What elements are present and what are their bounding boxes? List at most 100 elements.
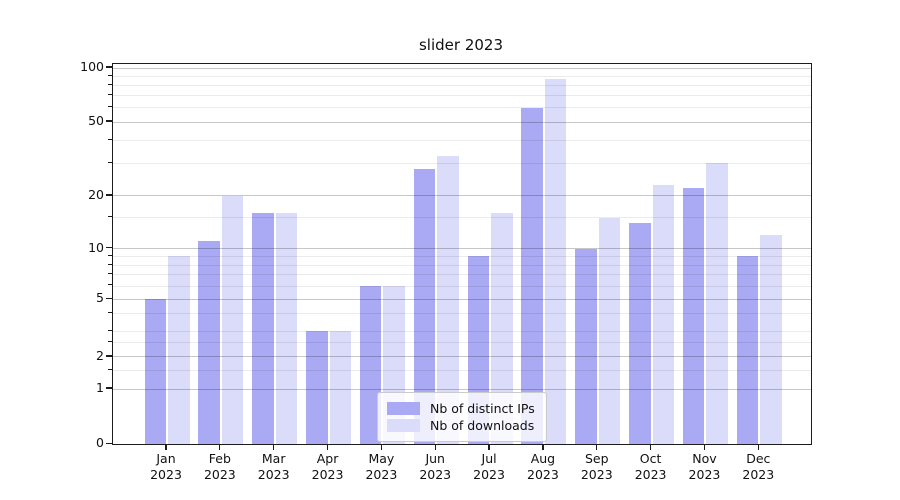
bar-distinct-ips-feb <box>198 241 220 445</box>
x-tick-mark <box>165 444 167 450</box>
x-tick-year: 2023 <box>365 467 398 482</box>
x-tick-label: Jun 2023 <box>405 451 465 483</box>
bar-distinct-ips-sep <box>575 248 597 445</box>
y-tick-mark <box>105 387 112 389</box>
legend-entry-distinct-ips: Nb of distinct IPs <box>387 401 538 416</box>
y-minor-tick-mark <box>108 341 112 343</box>
x-tick-label: Jul 2023 <box>459 451 519 483</box>
x-tick-year: 2023 <box>527 467 559 482</box>
bar-downloads-sep <box>598 217 621 445</box>
chart-title: slider 2023 <box>418 36 503 54</box>
gridline-minor <box>113 95 811 97</box>
x-tick-month: Feb <box>208 451 231 466</box>
bar-downloads-aug <box>544 78 567 445</box>
bar-downloads-dec <box>760 234 782 445</box>
x-tick-mark <box>542 444 544 450</box>
bar-distinct-ips-jun <box>413 168 436 445</box>
gridline-major <box>113 388 811 390</box>
gridline-minor <box>113 255 811 257</box>
x-tick-mark <box>488 444 490 450</box>
x-tick-mark <box>703 444 706 450</box>
x-tick-month: Mar <box>261 451 286 466</box>
y-minor-tick-mark <box>108 216 112 218</box>
gridline-major <box>113 195 811 197</box>
x-tick-mark <box>596 444 598 450</box>
bar-distinct-ips-nov <box>682 188 705 445</box>
gridline-major <box>113 298 811 300</box>
plot-area: Nb of distinct IPs Nb of downloads <box>112 62 812 446</box>
x-tick-label: Mar 2023 <box>244 451 304 483</box>
y-tick-mark <box>105 194 112 196</box>
x-tick-year: 2023 <box>688 467 721 482</box>
y-minor-tick-mark <box>108 329 112 331</box>
bar-distinct-ips-mar <box>252 212 274 445</box>
x-tick-mark <box>219 444 221 450</box>
bar-downloads-jun <box>437 155 459 445</box>
gridline-major <box>113 356 811 358</box>
gridline-minor <box>113 264 811 266</box>
x-tick-month: Oct <box>639 451 662 466</box>
y-minor-tick-mark <box>108 106 112 108</box>
bar-downloads-nov <box>706 163 728 445</box>
legend-label-distinct-ips: Nb of distinct IPs <box>430 400 535 416</box>
bar-downloads-feb <box>221 195 244 445</box>
x-tick-month: Apr <box>316 451 339 466</box>
x-tick-label: Dec 2023 <box>728 451 788 483</box>
x-tick-mark <box>273 444 275 450</box>
legend: Nb of distinct IPs Nb of downloads <box>377 391 547 442</box>
bar-distinct-ips-dec <box>736 256 759 445</box>
x-tick-month: Nov <box>692 451 717 466</box>
y-minor-tick-mark <box>108 254 112 256</box>
y-tick-label: 1 <box>96 380 104 395</box>
y-tick-label: 2 <box>96 347 104 363</box>
bar-downloads-jul <box>491 212 513 445</box>
bar-distinct-ips-oct <box>629 223 651 445</box>
grid-layer <box>113 64 811 445</box>
y-minor-tick-mark <box>108 161 112 163</box>
gridline-minor <box>113 107 811 109</box>
y-tick-mark <box>105 247 112 249</box>
y-minor-tick-mark <box>108 368 112 370</box>
y-tick-label: 5 <box>96 290 104 306</box>
gridline-major <box>113 121 811 123</box>
y-tick-label: 100 <box>80 58 104 74</box>
y-tick-mark <box>105 66 112 68</box>
gridline-major <box>113 67 811 69</box>
gridline-major <box>113 248 811 250</box>
x-tick-year: 2023 <box>257 467 290 482</box>
bar-distinct-ips-apr <box>306 331 328 445</box>
x-tick-label: May 2023 <box>351 451 411 483</box>
x-tick-year: 2023 <box>742 467 775 482</box>
x-tick-label: Aug 2023 <box>513 451 573 483</box>
gridline-minor <box>113 312 811 314</box>
y-minor-tick-mark <box>108 263 112 265</box>
y-minor-tick-mark <box>108 284 112 286</box>
gridline-minor <box>113 369 811 371</box>
bar-downloads-mar <box>275 212 298 445</box>
x-tick-month: May <box>368 451 395 466</box>
x-tick-year: 2023 <box>150 467 182 482</box>
y-minor-tick-mark <box>108 311 112 313</box>
gridline-minor <box>113 274 811 276</box>
gridline-minor <box>113 84 811 86</box>
y-tick-label: 20 <box>88 186 104 202</box>
x-tick-mark <box>326 444 329 450</box>
bar-downloads-oct <box>652 184 675 445</box>
x-tick-month: Jan <box>156 451 176 466</box>
gridline-minor <box>113 330 811 332</box>
x-tick-year: 2023 <box>419 467 452 482</box>
legend-swatch-distinct-ips <box>387 401 420 415</box>
x-tick-mark <box>757 444 759 450</box>
y-minor-tick-mark <box>108 273 112 275</box>
x-tick-month: Dec <box>746 451 771 466</box>
gridline-minor <box>113 162 811 164</box>
x-tick-label: Apr 2023 <box>298 451 358 483</box>
y-tick-mark <box>105 442 112 444</box>
x-tick-year: 2023 <box>311 467 344 482</box>
gridline-minor <box>113 139 811 141</box>
legend-entry-downloads: Nb of downloads <box>387 418 538 433</box>
bar-distinct-ips-may <box>359 286 382 445</box>
x-tick-label: Nov 2023 <box>674 451 734 483</box>
bar-downloads-jan <box>168 256 190 445</box>
